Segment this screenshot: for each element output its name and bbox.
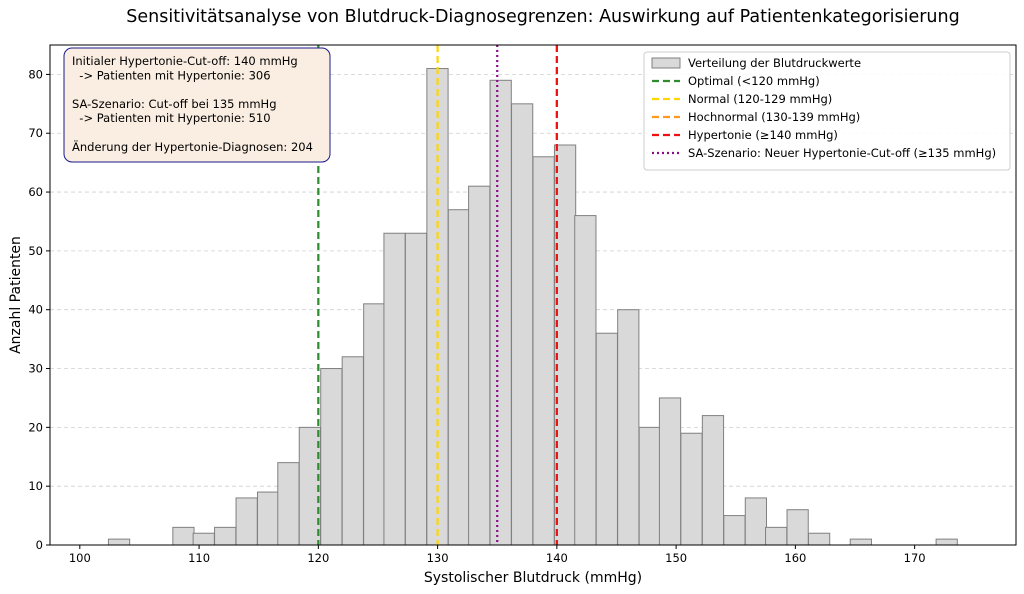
- plot-frame: [49, 44, 1017, 546]
- histogram-bar: [277, 462, 300, 546]
- histogram-bar: [489, 79, 512, 546]
- histogram-bar: [532, 156, 555, 546]
- x-tick-label: 170: [904, 551, 926, 565]
- legend-swatch: [651, 57, 681, 69]
- histogram-bar: [214, 526, 237, 546]
- histogram-bar: [680, 432, 703, 546]
- y-tick-label: 80: [28, 67, 43, 81]
- legend-label: Hochnormal (130-139 mmHg): [688, 110, 860, 124]
- histogram-bar: [320, 368, 343, 546]
- histogram-bar: [192, 532, 215, 546]
- histogram-bar: [511, 103, 534, 546]
- y-tick-label: 60: [28, 185, 43, 199]
- y-tick-label: 50: [28, 244, 43, 258]
- annotation-line: SA-Szenario: Cut-off bei 135 mmHg: [72, 97, 277, 111]
- histogram-bar: [723, 515, 746, 546]
- histogram-bar: [744, 497, 768, 546]
- histogram-bar: [595, 332, 618, 546]
- chart-title: Sensitivitätsanalyse von Blutdruck-Diagn…: [126, 7, 959, 27]
- x-tick-label: 110: [188, 551, 210, 565]
- y-tick-label: 30: [28, 362, 43, 376]
- legend-label: Normal (120-129 mmHg): [688, 92, 832, 106]
- histogram-bar: [172, 526, 195, 546]
- y-tick-label: 40: [28, 303, 43, 317]
- x-axis-label: Systolischer Blutdruck (mmHg): [424, 570, 642, 586]
- annotation-line: -> Patienten mit Hypertonie: 510: [72, 111, 271, 125]
- x-tick-label: 150: [665, 551, 687, 565]
- x-tick-label: 140: [546, 551, 568, 565]
- histogram-bar: [404, 232, 428, 546]
- histogram-bar: [257, 491, 280, 546]
- legend-label: Hypertonie (≥140 mmHg): [688, 128, 838, 142]
- histogram-bar: [807, 532, 831, 546]
- histogram-bar: [849, 538, 872, 546]
- y-tick-label: 10: [28, 479, 43, 493]
- x-tick-label: 160: [784, 551, 806, 565]
- axes-layer: 100 110 120 130 140 150 160 170 0 10 20 30 40 50 60 70 8…: [28, 44, 1017, 565]
- legend: Verteilung der Blutdruckwerte Optimal (<1…: [643, 51, 1011, 171]
- annotation-line: Änderung der Hypertonie-Diagnosen: 204: [72, 139, 313, 154]
- annotation-box: Initialer Hypertonie-Cut-off: 140 mmHg -…: [63, 47, 331, 163]
- annotation-line: Initialer Hypertonie-Cut-off: 140 mmHg: [72, 54, 298, 68]
- annotation-frame: [63, 47, 331, 163]
- y-tick-label: 20: [28, 420, 43, 434]
- histogram-bar: [617, 309, 640, 546]
- legend-label: SA-Szenario: Neuer Hypertonie-Cut-off (≥…: [688, 146, 996, 160]
- annotation-line: -> Patienten mit Hypertonie: 306: [72, 68, 271, 82]
- y-axis-label: Anzahl Patienten: [8, 236, 24, 354]
- histogram-bar: [935, 538, 958, 546]
- legend-frame: [643, 51, 1011, 171]
- histogram-bar: [447, 209, 471, 546]
- histogram-bar: [658, 397, 682, 546]
- legend-label: Optimal (<120 mmHg): [688, 74, 820, 88]
- x-tick-label: 130: [427, 551, 449, 565]
- histogram-bar: [574, 215, 597, 546]
- histogram-bar: [468, 185, 491, 546]
- x-tick-label: 120: [307, 551, 329, 565]
- y-tick-label: 0: [36, 538, 43, 552]
- histogram-bar: [765, 526, 788, 546]
- histogram-bar: [363, 303, 386, 546]
- histogram-bar: [235, 497, 258, 546]
- legend-label: Verteilung der Blutdruckwerte: [688, 56, 861, 70]
- histogram-bar: [701, 415, 725, 546]
- histogram-bar: [383, 232, 406, 546]
- histogram-bar: [638, 426, 661, 546]
- bars-layer: [107, 68, 958, 546]
- histogram-bar: [341, 356, 364, 546]
- y-tick-label: 70: [28, 126, 43, 140]
- x-tick-label: 100: [69, 551, 91, 565]
- histogram-bar: [107, 538, 131, 546]
- histogram-bar: [786, 509, 809, 546]
